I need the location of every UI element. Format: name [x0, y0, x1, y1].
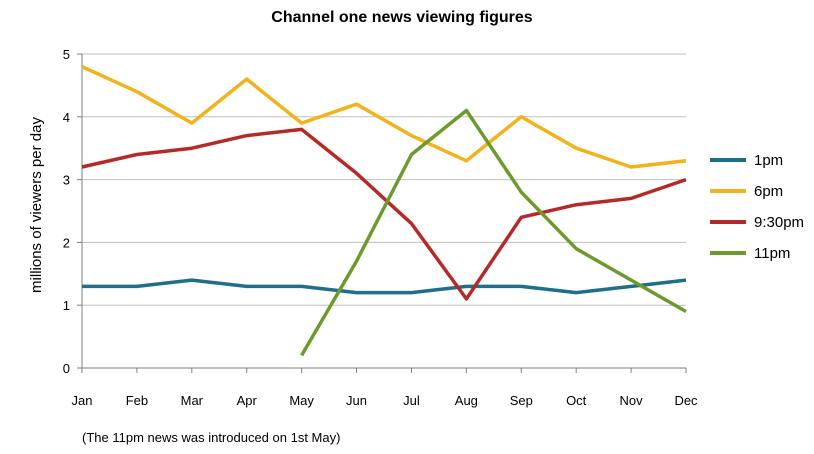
x-tick-label: Apr: [237, 393, 258, 408]
x-tick-label: Jun: [346, 393, 367, 408]
legend-label: 1pm: [754, 152, 783, 169]
legend: 1pm 6pm 9:30pm 11pm: [710, 152, 804, 262]
x-tick-label: Dec: [674, 393, 698, 408]
legend-label: 11pm: [754, 245, 790, 262]
x-tick-label: Oct: [566, 393, 587, 408]
legend-label: 6pm: [754, 183, 783, 200]
y-tick-label: 0: [63, 361, 70, 376]
y-tick-label: 4: [63, 110, 70, 125]
y-axis-label: millions of viewers per day: [28, 117, 45, 293]
legend-label: 9:30pm: [754, 214, 804, 231]
x-tick-label: May: [289, 393, 314, 408]
x-tick-label: Aug: [455, 393, 478, 408]
y-tick-labels: 0 1 2 3 4 5: [63, 47, 70, 376]
y-tick-label: 5: [63, 47, 70, 62]
series-line-2: [81, 127, 687, 301]
series-line-3: [300, 108, 687, 357]
chart-title: Channel one news viewing figures: [271, 9, 532, 26]
x-tick-labels: Jan Feb Mar Apr May Jun Jul Aug Sep Oct Nov Dec: [72, 393, 699, 408]
y-tick-label: 1: [63, 298, 70, 313]
axes: [77, 53, 687, 373]
y-tick-label: 3: [63, 173, 70, 188]
footnote: (The 11pm news was introduced on 1st May…: [82, 430, 340, 445]
y-tick-label: 2: [63, 235, 70, 250]
series-line-1: [81, 65, 687, 169]
x-tick-label: Sep: [510, 393, 533, 408]
x-tick-label: Jan: [72, 393, 93, 408]
x-tick-label: Nov: [620, 393, 644, 408]
x-tick-label: Jul: [403, 393, 420, 408]
series-line-0: [82, 278, 687, 295]
x-tick-label: Feb: [126, 393, 148, 408]
gridlines: [82, 53, 686, 306]
x-tick-label: Mar: [181, 393, 204, 408]
series-lines: [81, 65, 687, 357]
